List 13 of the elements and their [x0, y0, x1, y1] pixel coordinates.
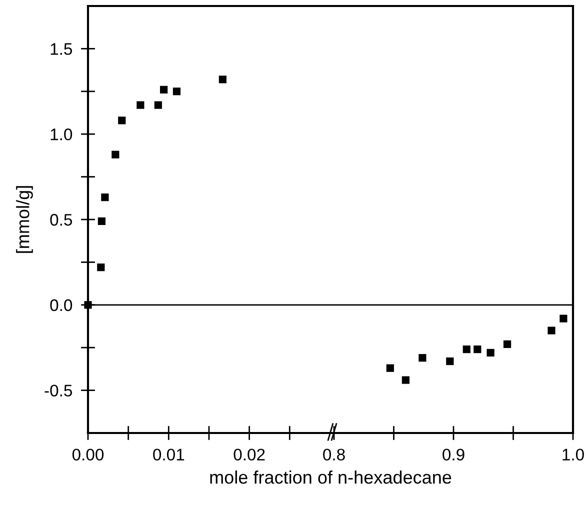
y-tick-label: 0.5: [50, 214, 72, 226]
x-tick-label: 1.0: [562, 448, 584, 461]
x-tick-label: 0.02: [234, 448, 265, 461]
y-tick-label: 1.0: [50, 128, 72, 140]
y-tick-label: 1.5: [50, 43, 72, 55]
y-tick-label: -0.5: [44, 384, 72, 397]
x-tick-label: 0.9: [442, 448, 464, 461]
x-axis-title: mole fraction of n-hexadecane: [210, 470, 452, 484]
x-tick-label: 0.00: [72, 448, 104, 461]
y-tick-label: 0.0: [50, 299, 72, 312]
y-axis-title: [mmol/g]: [16, 186, 33, 253]
x-tick-label: 0.01: [153, 448, 184, 461]
x-tick-label: 0.8: [323, 448, 345, 461]
